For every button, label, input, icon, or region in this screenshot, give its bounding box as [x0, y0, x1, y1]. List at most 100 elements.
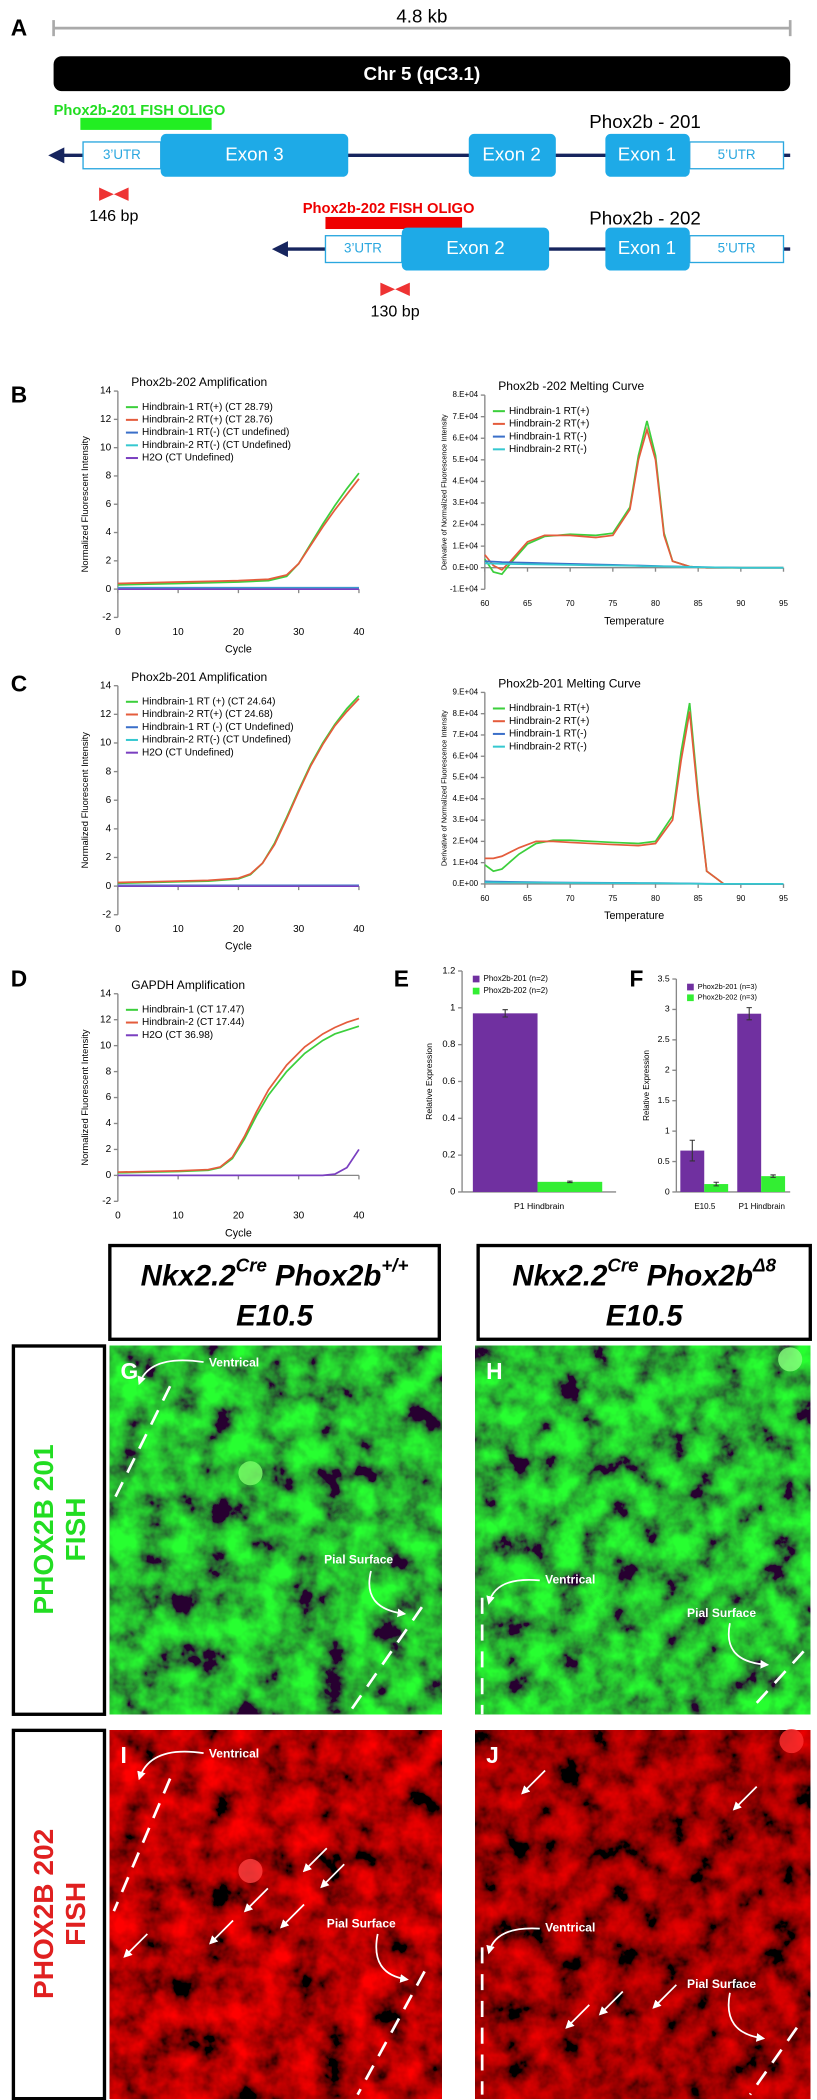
panel-letter: J: [486, 1742, 499, 1768]
y-tick-label: 2: [106, 555, 112, 566]
series-line: [117, 478, 360, 585]
chart-title: Phox2b -202 Melting Curve: [498, 379, 644, 393]
pointer-arrow: [123, 1933, 148, 1958]
annotation: Ventrical: [545, 1921, 595, 1935]
pointer-arrow: [302, 1847, 328, 1873]
micrograph-image: [109, 1345, 442, 1715]
x-tick-label: 75: [608, 894, 617, 903]
panel-letter: A: [11, 14, 27, 40]
y-tick-label: 2: [106, 1144, 112, 1155]
x-tick-label: P1 Hindbrain: [739, 1202, 785, 1211]
panel-letter: G: [121, 1358, 139, 1384]
y-tick-label: 8: [106, 1066, 112, 1077]
legend-label: Hindbrain-2 RT(+): [509, 419, 589, 430]
legend-label: Hindbrain-1 RT (-) (CT Undefined): [142, 722, 294, 733]
feature-label: Exon 3: [225, 143, 283, 164]
y-tick-label: 0: [665, 1186, 670, 1196]
panel-letter: D: [11, 965, 27, 991]
chart-title: Phox2b-201 Melting Curve: [498, 677, 641, 691]
y-tick-label: 3.E+04: [453, 815, 479, 824]
x-tick-label: 20: [233, 627, 245, 638]
legend-swatch: [472, 975, 480, 983]
bar: [737, 1013, 762, 1192]
pointer-arrow: [652, 1984, 677, 2009]
fish-oligo: [325, 216, 463, 230]
bright-cell: [238, 1858, 263, 1884]
feature-label: 5’UTR: [718, 147, 756, 162]
annotation: Pial Surface: [324, 1552, 393, 1566]
utr: [82, 141, 162, 170]
legend-label: Phox2b-202 (n=3): [698, 993, 757, 1002]
y-tick-label: 10: [100, 442, 112, 453]
x-tick-label: 60: [480, 599, 489, 608]
x-axis-label: Cycle: [225, 941, 252, 953]
pointer-arrow: [209, 1919, 234, 1945]
y-tick-label: 5.E+04: [453, 455, 479, 464]
exon: [605, 227, 690, 271]
bright-cell: [779, 1729, 804, 1754]
exon: [401, 227, 550, 271]
bar: [761, 1176, 786, 1192]
y-tick-label: 3: [665, 1004, 670, 1014]
bar: [704, 1184, 729, 1192]
boundary-line: [749, 1650, 805, 1712]
legend-label: Hindbrain-2 RT(+) (CT 24.68): [142, 709, 273, 720]
legend-label: Phox2b-202 (n=2): [484, 986, 549, 995]
bright-cell: [238, 1461, 263, 1486]
y-tick-label: 14: [100, 988, 112, 999]
primer: [99, 187, 114, 201]
chart: 0 0.5 1 1.5 2 2.5 3 3.5 Relative Expression E10.5…: [642, 973, 791, 1211]
legend-label: Hindbrain-1 RT(-) (CT undefined): [142, 427, 289, 438]
micrograph-image: [475, 1730, 811, 2099]
exon: [468, 133, 556, 177]
header-box: [108, 1243, 441, 1341]
pointer-arrow: [137, 1359, 204, 1386]
y-tick-label: 4: [106, 527, 112, 538]
utr: [324, 235, 403, 264]
legend-label: H2O (CT 36.98): [142, 1030, 213, 1041]
micrograph: J Ventrical Pial Surface: [475, 1729, 811, 2099]
y-tick-label: 4: [106, 1118, 112, 1129]
scale-label: 4.8 kb: [396, 5, 447, 26]
y-tick-label: 6: [106, 499, 112, 510]
annotation: Ventrical: [209, 1747, 259, 1761]
legend-label: Hindbrain-1 RT(+) (CT 28.79): [142, 402, 273, 413]
primer: [380, 282, 396, 296]
legend-label: Hindbrain-2 RT(-): [509, 444, 587, 455]
x-axis-label: Cycle: [225, 643, 252, 655]
legend-label: Hindbrain-2 RT(-) (CT Undefined): [142, 440, 291, 451]
y-tick-label: 2.5: [658, 1034, 670, 1044]
legend-label: Hindbrain-2 RT(-): [509, 741, 587, 752]
x-tick-label: 85: [694, 599, 703, 608]
y-tick-label: 7.E+04: [453, 730, 479, 739]
y-tick-label: 12: [100, 414, 112, 425]
primer: [113, 187, 129, 201]
legend-label: Hindbrain-1 RT(+): [509, 406, 589, 417]
series-line: [117, 1017, 360, 1174]
x-tick-label: 10: [173, 924, 185, 935]
chart: 0.E+00 1.E+04 2.E+04 3.E+04 4.E+04 5.E+04 6.E+…: [440, 677, 789, 922]
row-label: FISH: [60, 1882, 91, 1946]
y-tick-label: 0.6: [442, 1076, 455, 1086]
x-tick-label: 75: [608, 599, 617, 608]
series-line: [484, 881, 784, 885]
y-tick-label: 3.E+04: [453, 498, 479, 507]
x-tick-label: 80: [651, 894, 660, 903]
x-tick-label: 40: [353, 924, 365, 935]
y-tick-label: 0: [106, 1170, 112, 1181]
y-tick-label: 1.2: [442, 965, 455, 975]
x-tick-label: 20: [233, 924, 245, 935]
pointer-arrow: [137, 1750, 204, 1781]
chart-title: Phox2b-201 Amplification: [131, 670, 267, 684]
y-tick-label: 8.E+04: [453, 390, 479, 399]
y-tick-label: 1: [450, 1002, 455, 1012]
chart: -2 0 2 4 6 8 10 12 14 Normalized Fluorescent Inte…: [80, 670, 365, 953]
y-tick-label: 8.E+04: [453, 709, 479, 718]
legend-swatch: [687, 983, 694, 991]
legend-label: Hindbrain-1 RT(-): [509, 431, 587, 442]
micrograph: H Ventrical Pial Surface: [475, 1345, 811, 1715]
y-axis-label: Normalized Fluorescent Intensity: [80, 436, 90, 573]
feature-label: Exon 2: [446, 237, 504, 258]
genotype: Nkx2.2Cre Phox2b+/+: [141, 1255, 409, 1292]
pointer-arrow: [375, 1933, 409, 1983]
